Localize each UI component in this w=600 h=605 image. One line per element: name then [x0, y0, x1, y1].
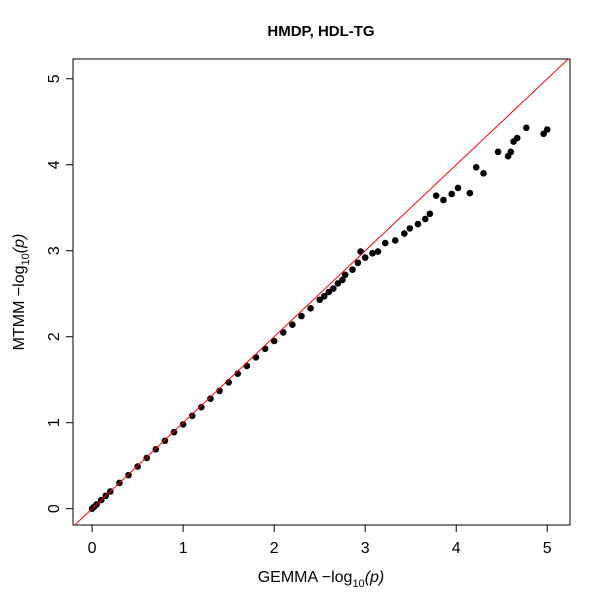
point [454, 184, 462, 192]
point [243, 362, 251, 370]
point [440, 196, 447, 204]
point [414, 220, 422, 228]
point [494, 148, 502, 156]
point [307, 305, 314, 312]
chart-title: HMDP, HDL-TG [267, 23, 374, 40]
x-tick-label: 3 [361, 540, 370, 557]
point [152, 446, 160, 453]
y-tick-label: 3 [46, 246, 63, 255]
plot-area [74, 59, 569, 525]
point [543, 126, 551, 133]
y-tick-label: 4 [46, 160, 63, 169]
y-tick-label: 1 [46, 418, 63, 427]
point [179, 421, 187, 428]
point [391, 237, 399, 244]
point [448, 190, 455, 198]
point [198, 403, 205, 411]
point [354, 259, 362, 267]
point [279, 329, 287, 336]
diagonal-line [74, 59, 569, 525]
point [513, 134, 521, 142]
point [170, 428, 178, 436]
point [426, 210, 434, 218]
x-tick-label: 5 [543, 540, 552, 557]
point [432, 192, 440, 200]
point [143, 454, 151, 462]
x-tick-label: 1 [179, 540, 188, 557]
point [325, 288, 333, 296]
point [125, 471, 132, 479]
point [369, 250, 376, 257]
point [401, 230, 408, 237]
y-tick-label: 5 [46, 74, 63, 83]
x-axis-label: GEMMA −log10(p) [258, 569, 385, 590]
plot-frame [72, 58, 571, 526]
point [480, 170, 487, 177]
point [320, 292, 328, 300]
point [406, 225, 414, 232]
x-tick-label: 2 [270, 540, 279, 557]
point [270, 337, 278, 345]
point [134, 463, 141, 470]
point [188, 412, 196, 420]
point [466, 189, 474, 197]
point [330, 285, 337, 292]
point [540, 130, 547, 138]
point [349, 266, 356, 273]
point [252, 354, 260, 361]
x-tick-label: 0 [88, 540, 97, 557]
point [316, 296, 323, 304]
y-axis-label: MTMM −log10(p) [11, 234, 32, 351]
y-tick-label: 2 [46, 332, 63, 341]
point [289, 321, 296, 328]
point [507, 148, 515, 156]
point [298, 312, 305, 320]
point [381, 239, 389, 247]
y-tick-label: 0 [46, 504, 63, 513]
point [334, 280, 342, 287]
point [341, 271, 349, 279]
point [361, 254, 369, 261]
x-tick-label: 4 [452, 540, 461, 557]
point [472, 164, 480, 171]
point [261, 345, 269, 353]
point [374, 248, 382, 255]
point [421, 215, 429, 223]
point [523, 124, 530, 132]
point [357, 248, 364, 255]
point [339, 276, 346, 284]
point [161, 437, 169, 445]
point [207, 395, 214, 402]
